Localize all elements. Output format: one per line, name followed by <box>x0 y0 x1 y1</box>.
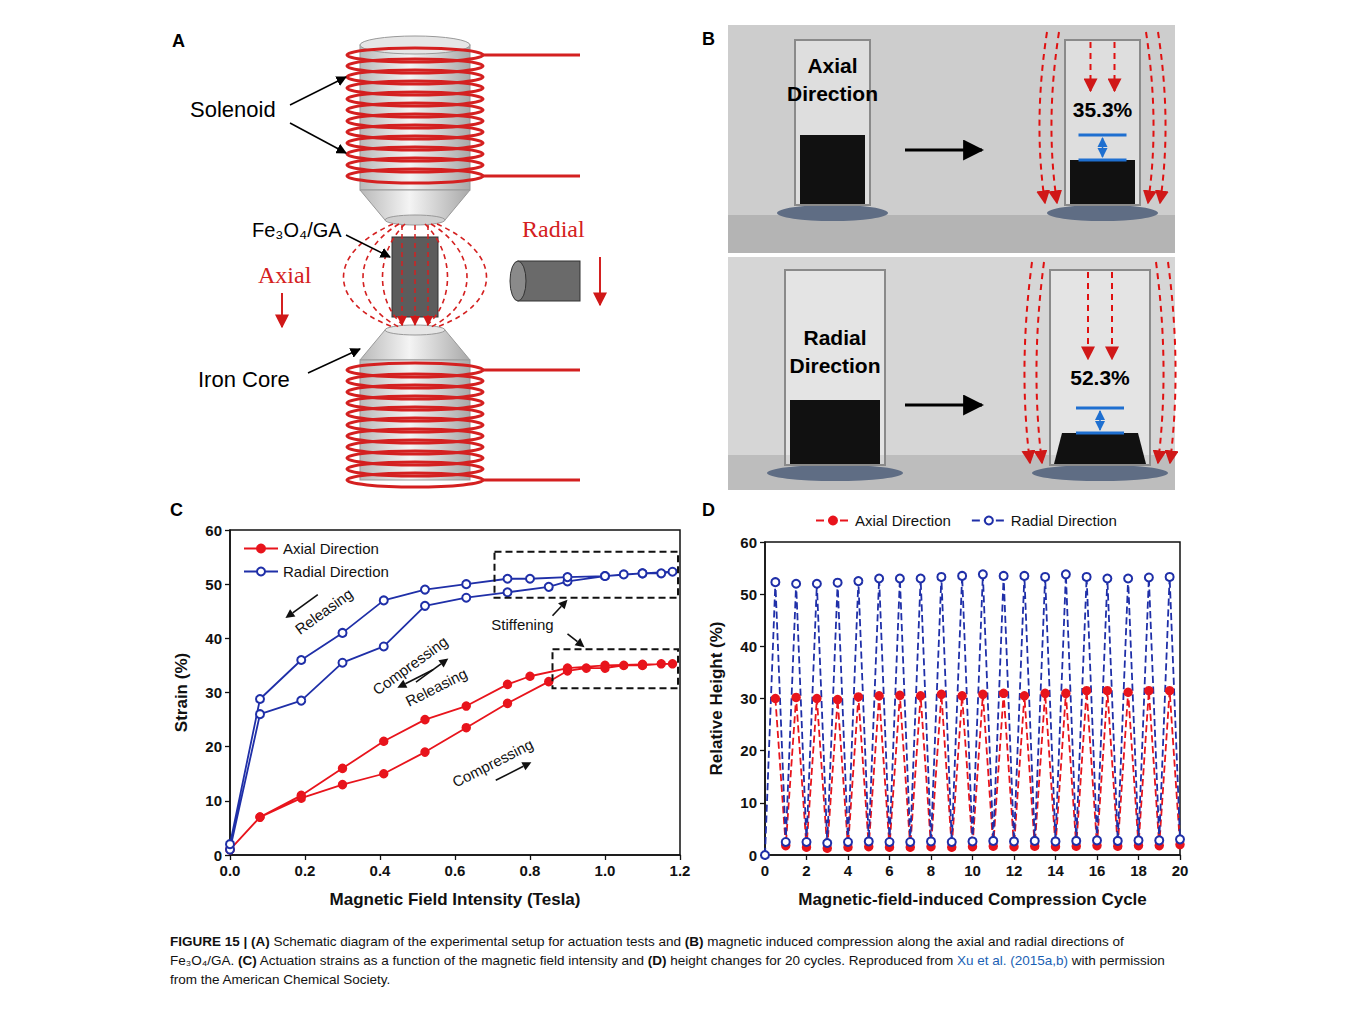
svg-text:16: 16 <box>1089 862 1106 879</box>
svg-text:0.0: 0.0 <box>220 862 241 879</box>
svg-text:Iron Core: Iron Core <box>198 367 290 392</box>
svg-text:30: 30 <box>740 690 757 707</box>
svg-text:40: 40 <box>205 630 222 647</box>
svg-text:0.2: 0.2 <box>295 862 316 879</box>
svg-text:10: 10 <box>205 792 222 809</box>
svg-text:0.4: 0.4 <box>370 862 392 879</box>
svg-text:Axial Direction: Axial Direction <box>855 512 951 529</box>
svg-text:Axial: Axial <box>807 54 857 77</box>
svg-text:10: 10 <box>740 794 757 811</box>
svg-text:Radial: Radial <box>803 326 866 349</box>
svg-text:Compressing: Compressing <box>449 735 535 790</box>
svg-text:2: 2 <box>802 862 810 879</box>
svg-text:60: 60 <box>205 522 222 539</box>
svg-text:8: 8 <box>927 862 935 879</box>
svg-text:Compressing: Compressing <box>369 632 451 699</box>
svg-text:Stiffening: Stiffening <box>491 616 553 633</box>
svg-text:12: 12 <box>1006 862 1023 879</box>
svg-text:Relative Height (%): Relative Height (%) <box>707 622 726 776</box>
svg-text:4: 4 <box>844 862 853 879</box>
html-text:FIGURE 15 | (A) Schematic diag: FIGURE 15 | (A) Schematic diagram of the… <box>170 934 1165 988</box>
svg-text:Strain (%): Strain (%) <box>172 653 191 732</box>
svg-text:18: 18 <box>1130 862 1147 879</box>
svg-text:0.6: 0.6 <box>445 862 466 879</box>
svg-text:14: 14 <box>1047 862 1064 879</box>
svg-text:1.2: 1.2 <box>670 862 691 879</box>
svg-text:52.3%: 52.3% <box>1070 366 1130 389</box>
svg-text:Direction: Direction <box>787 82 878 105</box>
html-text:D: D <box>702 500 715 520</box>
svg-text:0: 0 <box>761 862 769 879</box>
svg-text:30: 30 <box>205 684 222 701</box>
svg-text:Releasing: Releasing <box>403 664 470 709</box>
svg-text:20: 20 <box>205 738 222 755</box>
svg-text:0: 0 <box>749 847 757 864</box>
svg-text:0: 0 <box>214 847 222 864</box>
svg-text:Magnetic Field Intensity (Tesl: Magnetic Field Intensity (Tesla) <box>330 890 581 909</box>
svg-text:Radial Direction: Radial Direction <box>283 563 389 580</box>
svg-text:0.8: 0.8 <box>520 862 541 879</box>
svg-text:Direction: Direction <box>789 354 880 377</box>
svg-text:6: 6 <box>885 862 893 879</box>
svg-text:1.0: 1.0 <box>595 862 616 879</box>
svg-text:Radial Direction: Radial Direction <box>1011 512 1117 529</box>
svg-text:Releasing: Releasing <box>292 585 356 638</box>
svg-text:50: 50 <box>740 586 757 603</box>
svg-text:Fe₃O₄/GA: Fe₃O₄/GA <box>252 219 342 241</box>
svg-text:20: 20 <box>740 742 757 759</box>
svg-text:B: B <box>702 29 715 49</box>
html-text:C: C <box>170 500 183 520</box>
svg-text:Magnetic-field-induced Compres: Magnetic-field-induced Compression Cycle <box>798 890 1147 909</box>
svg-text:35.3%: 35.3% <box>1073 98 1133 121</box>
svg-text:40: 40 <box>740 638 757 655</box>
svg-text:10: 10 <box>964 862 981 879</box>
svg-text:60: 60 <box>740 534 757 551</box>
svg-text:20: 20 <box>1172 862 1189 879</box>
svg-text:Solenoid: Solenoid <box>190 97 276 122</box>
svg-text:Axial Direction: Axial Direction <box>283 540 379 557</box>
svg-text:A: A <box>172 31 185 51</box>
svg-text:Axial: Axial <box>258 262 312 288</box>
svg-text:Radial: Radial <box>522 216 585 242</box>
svg-text:50: 50 <box>205 576 222 593</box>
